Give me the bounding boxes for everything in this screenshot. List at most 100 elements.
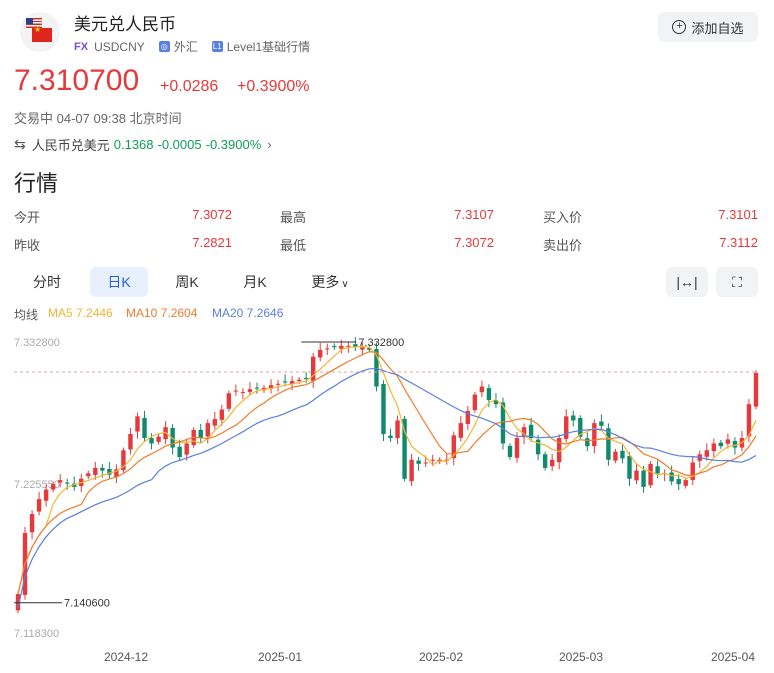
- candle-body: [170, 428, 175, 448]
- ma5-legend: MA5 7.2446: [48, 306, 113, 320]
- candle-body: [57, 480, 63, 483]
- candle-body: [648, 463, 653, 486]
- candle-body: [29, 514, 35, 533]
- candle-body: [549, 459, 555, 467]
- candle-body: [156, 436, 161, 442]
- candle-body: [507, 445, 513, 458]
- candle-body: [332, 346, 337, 348]
- tab-intraday[interactable]: 分时: [33, 274, 61, 290]
- add-watchlist-label: 添加自选: [691, 20, 744, 36]
- candle-body: [311, 356, 316, 381]
- tab-more[interactable]: 更多 ∨: [300, 267, 360, 297]
- candle-body: [93, 467, 98, 475]
- tab-daily-k[interactable]: 日K: [90, 267, 148, 297]
- currency-flag-icon: [20, 12, 60, 52]
- candle-body: [100, 467, 105, 471]
- price-change-pct: +0.3900%: [237, 78, 310, 95]
- candle-body: [592, 423, 597, 447]
- candle-body: [564, 416, 569, 439]
- candle-body: [114, 469, 119, 478]
- candle-body: [620, 450, 625, 459]
- add-watchlist-button[interactable]: + 添加自选: [658, 12, 758, 42]
- fit-width-icon: |↔|: [676, 274, 698, 290]
- candle-body: [557, 438, 562, 463]
- cross-rate-price: 0.1368: [113, 137, 154, 152]
- cn-flag-icon: [32, 25, 52, 42]
- stat-value: 7.3072: [454, 235, 494, 250]
- candle-body: [353, 344, 358, 348]
- stat-label: 昨收: [14, 238, 41, 253]
- candle-body: [254, 387, 260, 389]
- candle-body: [732, 441, 738, 448]
- candle-body: [500, 402, 506, 444]
- candle-body: [423, 462, 428, 464]
- candle-body: [339, 345, 344, 349]
- ma-legend-label: 均线: [14, 308, 39, 322]
- ma5-line: [17, 345, 757, 595]
- candle-body: [416, 460, 421, 464]
- candle-body: [233, 390, 239, 392]
- candle-body: [318, 349, 323, 358]
- candle-body: [465, 410, 471, 424]
- candle-body: [669, 472, 674, 482]
- low-marker-label: 7.140600: [64, 598, 110, 610]
- candle-body: [479, 386, 485, 393]
- stat-label: 最高: [280, 210, 307, 225]
- stat-value: 7.3112: [719, 235, 758, 250]
- candle-body: [388, 435, 393, 439]
- stat-label: 卖出价: [543, 238, 583, 253]
- candle-body: [711, 443, 717, 452]
- candle-body: [725, 439, 731, 444]
- candle-body: [346, 345, 351, 347]
- candle-body: [718, 442, 724, 447]
- candle-body: [606, 428, 611, 460]
- trading-status-time: 交易中 04-07 09:38 北京时间: [14, 111, 182, 126]
- candle-body: [15, 594, 21, 611]
- candle-body: [360, 347, 365, 350]
- candle-body: [289, 381, 295, 385]
- candle-body: [50, 484, 56, 490]
- candle-body: [296, 379, 302, 382]
- candle-body: [325, 348, 330, 350]
- candle-body: [571, 415, 576, 421]
- y-axis-bottom-label: 7.118300: [14, 628, 59, 640]
- candle-body: [303, 378, 309, 380]
- fullscreen-button[interactable]: ⛶: [716, 267, 758, 297]
- candle-body: [430, 459, 435, 461]
- stat-value: 7.3107: [454, 207, 494, 222]
- candle-body: [219, 409, 225, 420]
- x-axis-label: 2025-03: [559, 650, 603, 664]
- y-axis-mid-label: 7.225550: [14, 479, 60, 491]
- candle-body: [472, 394, 478, 411]
- candle-body: [402, 418, 407, 479]
- candle-body: [381, 384, 386, 434]
- cross-rate-label: 人民币兑美元: [31, 138, 110, 153]
- tab-monthly-k[interactable]: 月K: [243, 274, 267, 290]
- stat-value: 7.3072: [192, 207, 232, 222]
- candle-body: [395, 420, 400, 439]
- candle-body: [107, 468, 112, 475]
- candle-body: [486, 388, 492, 401]
- fit-width-button[interactable]: |↔|: [666, 267, 708, 297]
- chevron-down-icon: ∨: [341, 279, 349, 290]
- x-axis-label: 2025-02: [419, 650, 463, 664]
- price-change: +0.0286: [160, 78, 219, 95]
- cross-rate-link[interactable]: ⇆ 人民币兑美元 0.1368 -0.0005 -0.3900% ›: [14, 135, 272, 154]
- stat-value: 7.3101: [718, 207, 758, 222]
- stat-label: 今开: [14, 210, 41, 225]
- candle-body: [535, 439, 541, 455]
- candle-body: [275, 383, 281, 385]
- current-price: 7.310700: [14, 64, 140, 97]
- candle-body: [451, 435, 456, 459]
- level-icon: L1: [211, 41, 223, 52]
- fx-badge: FX: [74, 40, 89, 53]
- candle-body: [226, 393, 232, 409]
- tab-weekly-k[interactable]: 周K: [175, 274, 199, 290]
- candle-body: [43, 489, 49, 501]
- cross-rate-change: -0.0005: [157, 137, 202, 152]
- candle-body: [655, 466, 660, 474]
- level-label: Level1基础行情: [226, 40, 311, 54]
- candle-body: [676, 479, 681, 485]
- page-title: 美元兑人民币: [74, 15, 176, 34]
